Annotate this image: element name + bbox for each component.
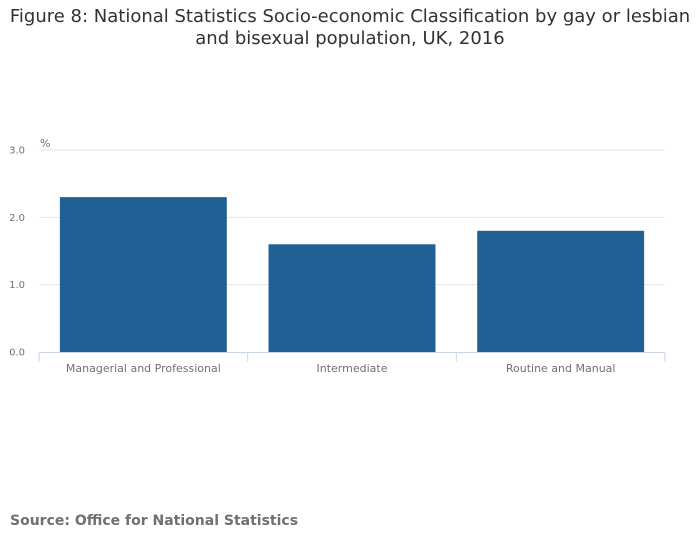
bars <box>59 197 645 352</box>
bar <box>477 230 645 352</box>
chart-title-line-2: and bisexual population, UK, 2016 <box>195 28 505 49</box>
axis-labels: 0.0 1.0 2.0 3.0% Managerial and Professional… <box>9 137 615 375</box>
y-tick-label: 3.0 <box>9 146 25 157</box>
y-unit-label: % <box>40 137 50 150</box>
chart-title-line-1: Figure 8: National Statistics Socio-econ… <box>9 6 691 27</box>
source-note: Source: Office for National Statistics <box>10 513 299 529</box>
chart-title: Figure 8: National Statistics Socio-econ… <box>0 6 700 50</box>
bar <box>59 197 227 352</box>
bar <box>268 244 436 352</box>
y-tick-label: 0.0 <box>9 348 25 359</box>
y-tick-label: 2.0 <box>9 213 25 224</box>
x-category-label: Intermediate <box>317 362 388 375</box>
x-category-label: Managerial and Professional <box>66 362 221 375</box>
y-tick-label: 1.0 <box>9 280 25 291</box>
x-axis <box>38 352 666 362</box>
x-category-label: Routine and Manual <box>506 362 616 375</box>
